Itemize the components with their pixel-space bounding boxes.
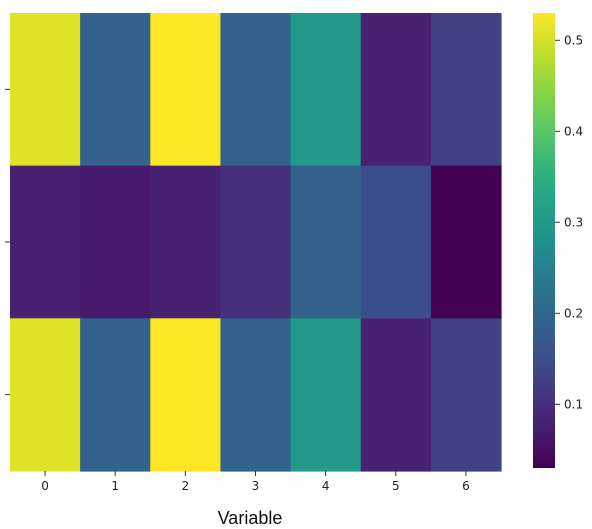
colorbar-ticks: 0.1 0.2 0.3 0.4 0.5 — [555, 33, 583, 411]
colorbar-tick-label: 0.1 — [564, 397, 583, 411]
heatmap-cell-r1-c6 — [430, 165, 502, 319]
heatmap-cell-r2-c1 — [80, 318, 151, 472]
x-tick-label: 0 — [41, 479, 49, 493]
heatmap-cell-r2-c2 — [150, 318, 222, 472]
heatmap-cell-r1-c1 — [80, 165, 151, 319]
heatmap-cell-r1-c0 — [10, 165, 81, 319]
x-tick-label: 3 — [252, 479, 260, 493]
x-tick-label: 6 — [462, 479, 470, 493]
heatmap-cell-r1-c2 — [150, 165, 222, 319]
y-axis-ticks — [5, 88, 10, 396]
heatmap-cell-r0-c2 — [150, 13, 222, 167]
x-tick-label: 4 — [322, 479, 330, 493]
x-tick-label: 5 — [392, 479, 400, 493]
heatmap-cell-r1-c4 — [290, 165, 362, 319]
heatmap-cell-r2-c3 — [220, 318, 292, 472]
heatmap-cell-r0-c4 — [290, 13, 362, 167]
x-axis-ticks: 0 1 2 3 4 5 6 — [41, 471, 470, 493]
heatmap-cells — [10, 13, 502, 472]
colorbar — [533, 13, 555, 468]
heatmap-cell-r1-c5 — [360, 165, 432, 319]
heatmap-cell-r2-c0 — [10, 318, 81, 472]
colorbar-tick-label: 0.4 — [564, 124, 583, 138]
heatmap-cell-r0-c6 — [430, 13, 502, 167]
heatmap-cell-r0-c0 — [10, 13, 81, 167]
heatmap-cell-r1-c3 — [220, 165, 292, 319]
heatmap-cell-r2-c5 — [360, 318, 432, 472]
x-tick-label: 2 — [182, 479, 190, 493]
heatmap-cell-r0-c5 — [360, 13, 432, 167]
colorbar-tick-label: 0.3 — [564, 215, 583, 229]
heatmap-cell-r2-c4 — [290, 318, 362, 472]
heatmap-cell-r0-c1 — [80, 13, 151, 167]
heatmap-cell-r0-c3 — [220, 13, 292, 167]
heatmap-cell-r2-c6 — [430, 318, 502, 472]
colorbar-tick-label: 0.2 — [564, 306, 583, 320]
x-axis-title: Variable — [218, 508, 283, 528]
colorbar-tick-label: 0.5 — [564, 33, 583, 47]
x-tick-label: 1 — [111, 479, 119, 493]
